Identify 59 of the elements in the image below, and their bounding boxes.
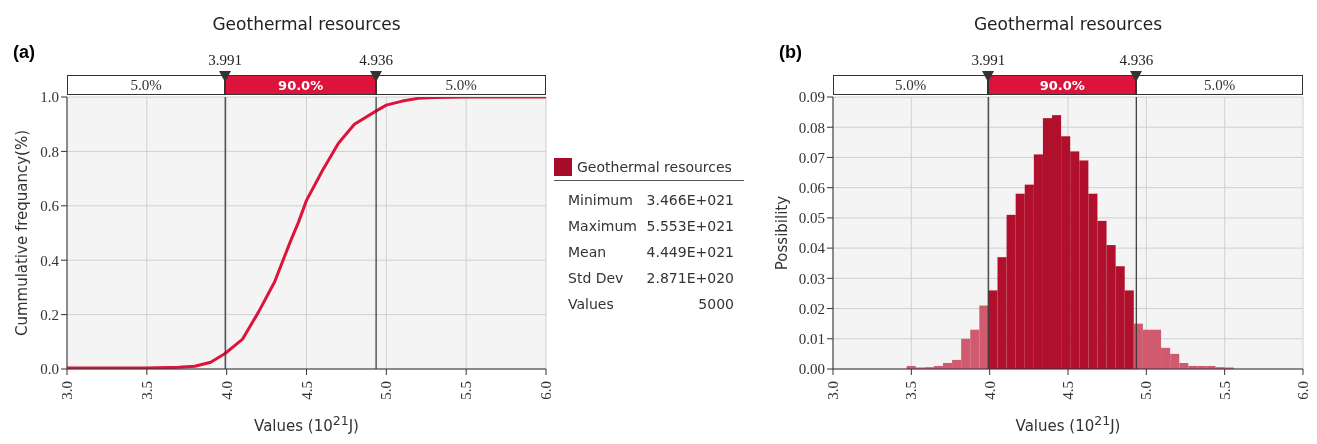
text: 2.871E+020 [646,269,734,288]
text: 5.0% [376,75,546,95]
y-tick-label: 0.01 [798,331,825,348]
text: Maximum [568,217,637,236]
x-tick-label: 4.0 [218,381,235,400]
y-tick-label: 0.00 [798,361,825,378]
x-tick-label: 5.0 [1138,381,1155,400]
y-tick-label: 0.09 [798,89,825,106]
text: 5.0% [67,75,226,95]
text: Values [568,295,614,314]
y-tick-label: 0.08 [798,119,825,136]
y-axis-title: Cummulative frequancy(%) [13,129,31,337]
y-tick-label: 0.02 [798,300,825,317]
ref-line-label: 4.936 [1118,52,1155,69]
y-tick-label: 0.06 [798,179,826,196]
x-tick-label: 3.5 [903,381,920,400]
x-tick-label: 6.0 [538,381,554,400]
y-tick-label: 0.04 [798,240,826,257]
text: Std Dev [568,269,624,288]
y-tick-label: 0.8 [40,143,59,160]
y-tick-label: 0.05 [798,210,825,227]
y-tick-label: 0.4 [40,252,60,269]
x-tick-label: 3.5 [138,381,155,400]
x-tick-label: 3.0 [59,381,75,400]
y-tick-label: 0.03 [798,270,825,287]
text: 90.0% [225,75,377,95]
x-tick-label: 5.5 [1216,381,1233,400]
text: 90.0% [988,75,1137,95]
y-tick-label: 1.0 [40,89,59,106]
x-tick-label: 4.5 [1060,381,1076,400]
ref-line-label: 3.991 [970,52,1007,69]
x-tick-label: 4.0 [981,381,998,400]
ref-line-label: 4.936 [358,52,394,69]
x-axis-title: Values (10$^{21}$J) [1014,413,1122,435]
x-tick-label: 4.5 [298,381,315,400]
text: 5.553E+021 [646,217,734,236]
text: Geothermal resources [577,159,732,175]
x-tick-label: 3.0 [825,381,841,400]
y-tick-label: 0.07 [798,149,826,166]
x-tick-label: 5.0 [378,381,395,400]
text: 5000 [698,295,734,314]
y-tick-label: 0.0 [40,361,59,378]
text: 3.466E+021 [646,191,734,210]
chart-title: Geothermal resources [972,14,1164,34]
text: Mean [568,243,607,262]
y-axis-title: Possibility [773,195,791,271]
text: (a) [13,42,35,63]
x-tick-label: 5.5 [458,381,475,400]
text: 5.0% [1136,75,1303,95]
text: 4.449E+021 [646,243,734,262]
y-tick-label: 0.2 [40,306,59,323]
x-axis-title: Values (10$^{21}$J) [253,413,360,435]
chart-title: Geothermal resources [211,14,402,34]
text: (b) [779,42,802,63]
text: Minimum [568,191,633,210]
y-tick-label: 0.6 [40,198,60,215]
x-tick-label: 6.0 [1295,381,1311,400]
text: 5.0% [833,75,989,95]
ref-line-label: 3.991 [207,52,244,69]
